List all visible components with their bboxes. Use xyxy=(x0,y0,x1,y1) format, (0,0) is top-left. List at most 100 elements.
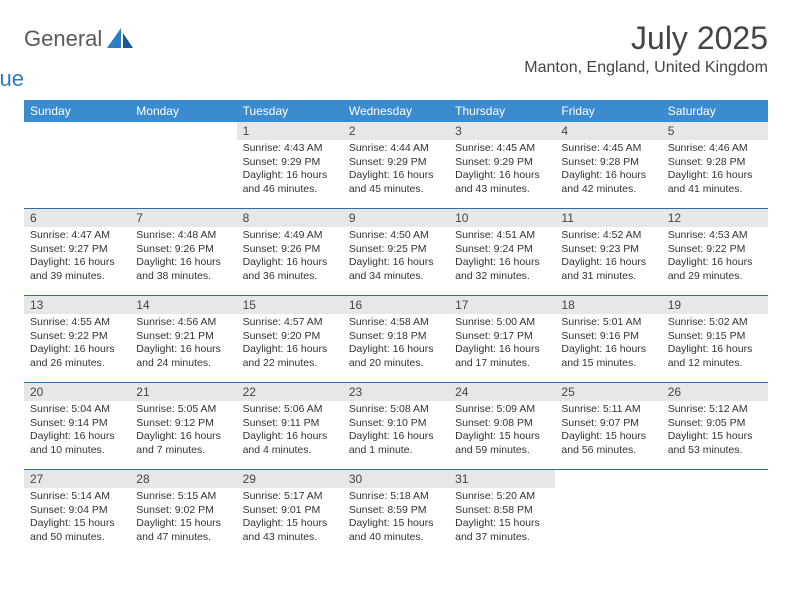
daylight-text: Daylight: 16 hours and 36 minutes. xyxy=(243,256,337,283)
sunrise-text: Sunrise: 4:58 AM xyxy=(349,316,443,330)
daylight-text: Daylight: 16 hours and 26 minutes. xyxy=(30,343,124,370)
sunrise-text: Sunrise: 4:55 AM xyxy=(30,316,124,330)
day-header: Friday xyxy=(555,100,661,122)
sunset-text: Sunset: 9:04 PM xyxy=(30,504,124,518)
sunrise-text: Sunrise: 4:47 AM xyxy=(30,229,124,243)
day-header: Tuesday xyxy=(237,100,343,122)
sunrise-text: Sunrise: 4:45 AM xyxy=(561,142,655,156)
day-number: 24 xyxy=(449,383,555,401)
sunrise-text: Sunrise: 5:05 AM xyxy=(136,403,230,417)
day-content: Sunrise: 5:12 AMSunset: 9:05 PMDaylight:… xyxy=(662,401,768,462)
sunset-text: Sunset: 9:10 PM xyxy=(349,417,443,431)
day-content: Sunrise: 5:15 AMSunset: 9:02 PMDaylight:… xyxy=(130,488,236,549)
daylight-text: Daylight: 16 hours and 46 minutes. xyxy=(243,169,337,196)
sunrise-text: Sunrise: 4:50 AM xyxy=(349,229,443,243)
day-number: 26 xyxy=(662,383,768,401)
day-number: 3 xyxy=(449,122,555,140)
sunset-text: Sunset: 9:29 PM xyxy=(243,156,337,170)
sunset-text: Sunset: 9:18 PM xyxy=(349,330,443,344)
sunset-text: Sunset: 9:05 PM xyxy=(668,417,762,431)
day-content: Sunrise: 4:51 AMSunset: 9:24 PMDaylight:… xyxy=(449,227,555,288)
daylight-text: Daylight: 16 hours and 34 minutes. xyxy=(349,256,443,283)
calendar-cell: 27Sunrise: 5:14 AMSunset: 9:04 PMDayligh… xyxy=(24,470,130,557)
day-number: 21 xyxy=(130,383,236,401)
day-number: 15 xyxy=(237,296,343,314)
day-header: Monday xyxy=(130,100,236,122)
daylight-text: Daylight: 16 hours and 12 minutes. xyxy=(668,343,762,370)
sunrise-text: Sunrise: 4:48 AM xyxy=(136,229,230,243)
calendar-cell: 11Sunrise: 4:52 AMSunset: 9:23 PMDayligh… xyxy=(555,209,661,296)
daylight-text: Daylight: 15 hours and 59 minutes. xyxy=(455,430,549,457)
sunrise-text: Sunrise: 5:04 AM xyxy=(30,403,124,417)
sunrise-text: Sunrise: 5:20 AM xyxy=(455,490,549,504)
calendar-table: Sunday Monday Tuesday Wednesday Thursday… xyxy=(24,100,768,556)
logo: General Blue xyxy=(24,20,133,78)
day-content: Sunrise: 4:48 AMSunset: 9:26 PMDaylight:… xyxy=(130,227,236,288)
sunset-text: Sunset: 9:08 PM xyxy=(455,417,549,431)
day-header: Sunday xyxy=(24,100,130,122)
calendar-cell: 5Sunrise: 4:46 AMSunset: 9:28 PMDaylight… xyxy=(662,122,768,209)
daylight-text: Daylight: 16 hours and 31 minutes. xyxy=(561,256,655,283)
daylight-text: Daylight: 16 hours and 22 minutes. xyxy=(243,343,337,370)
day-number: 12 xyxy=(662,209,768,227)
day-header: Saturday xyxy=(662,100,768,122)
calendar-cell: .. xyxy=(555,470,661,557)
calendar-cell: 25Sunrise: 5:11 AMSunset: 9:07 PMDayligh… xyxy=(555,383,661,470)
calendar-row: 20Sunrise: 5:04 AMSunset: 9:14 PMDayligh… xyxy=(24,383,768,470)
sunset-text: Sunset: 9:26 PM xyxy=(243,243,337,257)
sunrise-text: Sunrise: 4:56 AM xyxy=(136,316,230,330)
calendar-cell: 1Sunrise: 4:43 AMSunset: 9:29 PMDaylight… xyxy=(237,122,343,209)
day-number: 13 xyxy=(24,296,130,314)
day-content: Sunrise: 5:05 AMSunset: 9:12 PMDaylight:… xyxy=(130,401,236,462)
day-number: 4 xyxy=(555,122,661,140)
daylight-text: Daylight: 16 hours and 45 minutes. xyxy=(349,169,443,196)
day-header: Thursday xyxy=(449,100,555,122)
daylight-text: Daylight: 16 hours and 38 minutes. xyxy=(136,256,230,283)
day-number: 6 xyxy=(24,209,130,227)
calendar-cell: 19Sunrise: 5:02 AMSunset: 9:15 PMDayligh… xyxy=(662,296,768,383)
calendar-cell: 12Sunrise: 4:53 AMSunset: 9:22 PMDayligh… xyxy=(662,209,768,296)
calendar-cell: 20Sunrise: 5:04 AMSunset: 9:14 PMDayligh… xyxy=(24,383,130,470)
calendar-row: 13Sunrise: 4:55 AMSunset: 9:22 PMDayligh… xyxy=(24,296,768,383)
title-block: July 2025 Manton, England, United Kingdo… xyxy=(524,20,768,77)
calendar-cell: 26Sunrise: 5:12 AMSunset: 9:05 PMDayligh… xyxy=(662,383,768,470)
day-content: Sunrise: 4:45 AMSunset: 9:28 PMDaylight:… xyxy=(555,140,661,201)
calendar-cell: 2Sunrise: 4:44 AMSunset: 9:29 PMDaylight… xyxy=(343,122,449,209)
calendar-cell: 8Sunrise: 4:49 AMSunset: 9:26 PMDaylight… xyxy=(237,209,343,296)
daylight-text: Daylight: 16 hours and 24 minutes. xyxy=(136,343,230,370)
daylight-text: Daylight: 16 hours and 17 minutes. xyxy=(455,343,549,370)
daylight-text: Daylight: 16 hours and 39 minutes. xyxy=(30,256,124,283)
calendar-row: ....1Sunrise: 4:43 AMSunset: 9:29 PMDayl… xyxy=(24,122,768,209)
daylight-text: Daylight: 15 hours and 40 minutes. xyxy=(349,517,443,544)
day-content: Sunrise: 4:47 AMSunset: 9:27 PMDaylight:… xyxy=(24,227,130,288)
sunset-text: Sunset: 9:17 PM xyxy=(455,330,549,344)
calendar-cell: 23Sunrise: 5:08 AMSunset: 9:10 PMDayligh… xyxy=(343,383,449,470)
sunrise-text: Sunrise: 5:15 AM xyxy=(136,490,230,504)
daylight-text: Daylight: 16 hours and 32 minutes. xyxy=(455,256,549,283)
daylight-text: Daylight: 16 hours and 15 minutes. xyxy=(561,343,655,370)
sunrise-text: Sunrise: 5:01 AM xyxy=(561,316,655,330)
day-number: 27 xyxy=(24,470,130,488)
calendar-cell: 24Sunrise: 5:09 AMSunset: 9:08 PMDayligh… xyxy=(449,383,555,470)
daylight-text: Daylight: 16 hours and 42 minutes. xyxy=(561,169,655,196)
calendar-cell: .. xyxy=(130,122,236,209)
day-content: Sunrise: 5:01 AMSunset: 9:16 PMDaylight:… xyxy=(555,314,661,375)
daylight-text: Daylight: 15 hours and 53 minutes. xyxy=(668,430,762,457)
sunset-text: Sunset: 9:14 PM xyxy=(30,417,124,431)
sunrise-text: Sunrise: 4:52 AM xyxy=(561,229,655,243)
sunrise-text: Sunrise: 4:43 AM xyxy=(243,142,337,156)
daylight-text: Daylight: 15 hours and 50 minutes. xyxy=(30,517,124,544)
calendar-cell: 17Sunrise: 5:00 AMSunset: 9:17 PMDayligh… xyxy=(449,296,555,383)
calendar-cell: 4Sunrise: 4:45 AMSunset: 9:28 PMDaylight… xyxy=(555,122,661,209)
calendar-cell: 29Sunrise: 5:17 AMSunset: 9:01 PMDayligh… xyxy=(237,470,343,557)
day-content: Sunrise: 4:46 AMSunset: 9:28 PMDaylight:… xyxy=(662,140,768,201)
day-number: 16 xyxy=(343,296,449,314)
sunset-text: Sunset: 9:27 PM xyxy=(30,243,124,257)
calendar-cell: 30Sunrise: 5:18 AMSunset: 8:59 PMDayligh… xyxy=(343,470,449,557)
daylight-text: Daylight: 15 hours and 56 minutes. xyxy=(561,430,655,457)
calendar-cell: 6Sunrise: 4:47 AMSunset: 9:27 PMDaylight… xyxy=(24,209,130,296)
sunset-text: Sunset: 9:07 PM xyxy=(561,417,655,431)
day-number: 19 xyxy=(662,296,768,314)
day-content: Sunrise: 4:44 AMSunset: 9:29 PMDaylight:… xyxy=(343,140,449,201)
logo-sail-icon xyxy=(107,28,133,48)
